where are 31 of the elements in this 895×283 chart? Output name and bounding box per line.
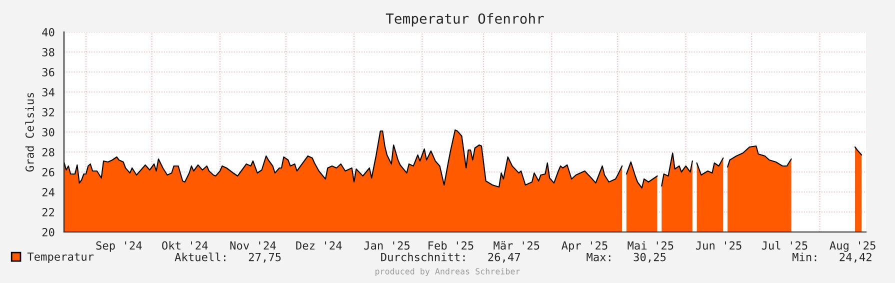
x-tick-label: Aug '25 (830, 241, 876, 252)
y-tick-label: 28 (42, 148, 54, 156)
x-tick-label: Okt '24 (162, 241, 208, 250)
text: Aktuell: 27,75 (174, 252, 281, 263)
y-tick-label: 24 (42, 188, 54, 196)
x-tick-label: Jan '25 (364, 241, 410, 250)
y-tick-label: 20 (42, 228, 54, 236)
y-tick-label: 26 (42, 168, 54, 176)
y-axis-title: Grad Celsius (25, 92, 34, 172)
y-tick-label: 38 (42, 48, 54, 56)
text: Min: 24,42 (792, 252, 872, 263)
x-tick-label: Apr '25 (562, 241, 608, 252)
y-tick-label: 36 (42, 68, 54, 76)
x-tick-label: Feb '25 (428, 241, 474, 250)
text: Durchschnitt: 26,47 (381, 252, 520, 263)
y-tick-label: 30 (42, 128, 54, 136)
chart-title: Temperatur Ofenrohr (386, 13, 544, 27)
x-tick-label: Jul '25 (762, 241, 808, 250)
x-tick-label: Dez '24 (296, 241, 342, 250)
y-tick-label: 32 (42, 108, 54, 116)
y-tick-label: 40 (42, 28, 54, 36)
x-tick-label: Mär '25 (494, 241, 540, 250)
text: Max: 30,25 (586, 252, 666, 263)
x-tick-label: Jun '25 (696, 241, 742, 250)
y-tick-label: 22 (42, 208, 54, 216)
text: produced by Andreas Schreiber (376, 268, 520, 276)
legend-label: Temperatur (27, 252, 94, 263)
y-tick-label: 34 (42, 88, 54, 96)
x-tick-label: Sep '24 (96, 241, 142, 252)
x-tick-label: Nov '24 (230, 241, 276, 250)
x-tick-label: Mai '25 (628, 241, 674, 250)
